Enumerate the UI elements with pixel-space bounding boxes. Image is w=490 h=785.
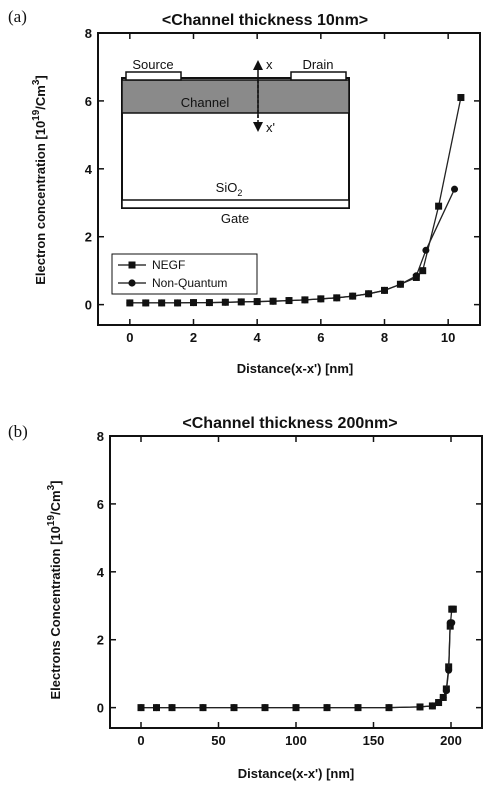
- panel-b-ytick-label: 0: [97, 701, 104, 716]
- panel-b-series-1-point: [445, 666, 453, 674]
- panel-a-series-1-point: [205, 299, 213, 307]
- channel-region: [121, 79, 350, 114]
- source-contact: [125, 71, 182, 81]
- gate-layer: [121, 199, 350, 209]
- panel-a-series-1-point: [237, 298, 245, 306]
- panel-b-ytick-label: 2: [97, 633, 104, 648]
- panel-b-label: (b): [8, 422, 28, 441]
- panel-a-series-1-point: [333, 294, 341, 302]
- panel-b-plot: 0 50 100 150 200 0 2 4 6 8: [97, 429, 483, 748]
- panel-b-title: <Channel thickness 200nm>: [182, 415, 397, 432]
- legend-box: [111, 253, 258, 295]
- xprime-arrow-label: x': [266, 120, 275, 135]
- panel-a-series-1-point: [365, 290, 373, 298]
- panel-a-plot: 0 2 4 6 8 10 0 2 4 6 8: [85, 26, 481, 345]
- panel-a-xtick-label: 6: [317, 330, 324, 345]
- panel-a-series-1-point: [412, 272, 420, 280]
- panel-a-ytick-label: 8: [85, 26, 92, 41]
- panel-a-ytick-label: 4: [85, 162, 93, 177]
- panel-a-series-1-point: [269, 297, 277, 305]
- panel-b-xlabel: Distance(x-x') [nm]: [238, 766, 355, 781]
- panel-a-series-1-point: [253, 298, 261, 306]
- panel-a-ytick-label: 2: [85, 230, 92, 245]
- panel-a-plot-frame: [97, 32, 481, 326]
- legend-label-nonquantum: Non-Quantum: [152, 276, 227, 290]
- legend-label-negf: NEGF: [152, 258, 185, 272]
- x-arrow-head: [253, 60, 263, 70]
- source-label: Source: [132, 57, 173, 72]
- panel-a-xtick-label: 2: [190, 330, 197, 345]
- panel-a-xlabel: Distance(x-x') [nm]: [237, 361, 354, 376]
- panel-a-series-0-point: [435, 202, 443, 210]
- xprime-arrow-head: [253, 122, 263, 132]
- panel-b-series-1-point: [323, 704, 331, 712]
- panel-a-series-1-point: [451, 185, 459, 193]
- panel-b-xtick-label: 150: [363, 733, 385, 748]
- panel-a-series-1-point: [142, 299, 150, 307]
- panel-b-series-1-point: [385, 704, 393, 712]
- panel-b-series-1-point: [168, 704, 176, 712]
- legend-marker-negf: [128, 261, 136, 269]
- panel-a-xtick-label: 8: [381, 330, 388, 345]
- panel-b-series-1-point: [199, 704, 207, 712]
- panel-b-series-1-point: [292, 704, 300, 712]
- panel-a-title: <Channel thickness 10nm>: [162, 12, 368, 29]
- oxide-label: SiO2: [216, 180, 243, 198]
- panel-a-series-0-point: [457, 94, 465, 102]
- panel-a-series-1-point: [422, 246, 430, 254]
- panel-b-ytick-label: 4: [97, 565, 105, 580]
- panel-a-series-1-point: [349, 292, 357, 300]
- panel-a-series-1-point: [126, 299, 134, 307]
- panel-a-ylabel: Electron concentration [1019/Cm3]: [31, 75, 48, 285]
- panel-a-series-1-point: [381, 286, 388, 294]
- panel-a-xtick-label: 4: [254, 330, 262, 345]
- panel-b-series-1-point: [230, 704, 238, 712]
- panel-a-xtick-label: 10: [441, 330, 455, 345]
- panel-a-label: (a): [8, 7, 27, 26]
- panel-a-ytick-label: 6: [85, 94, 92, 109]
- panel-b-ytick-label: 6: [97, 497, 104, 512]
- panel-b-xtick-label: 0: [137, 733, 144, 748]
- panel-b-series-1-point: [416, 703, 424, 711]
- panel-b-plot-frame: [109, 435, 483, 729]
- legend-marker-nonquantum: [128, 279, 136, 287]
- panel-b-series-1-point: [153, 704, 160, 712]
- channel-label: Channel: [181, 95, 230, 110]
- panel-b-series-0-point: [449, 605, 457, 613]
- panel-b-series-1-point: [428, 702, 436, 710]
- panel-a-series-1-point: [221, 298, 229, 306]
- panel-a-series-1-point: [190, 299, 197, 307]
- panel-a-series-1-point: [285, 297, 293, 305]
- panel-a-series-1-point: [158, 299, 166, 307]
- x-arrow-label: x: [266, 57, 273, 72]
- panel-b-xtick-label: 100: [285, 733, 307, 748]
- panel-b-series-1-point: [448, 619, 456, 627]
- panel-b-series-0-line: [141, 608, 454, 709]
- panel-b-xtick-label: 200: [440, 733, 462, 748]
- panel-a-xtick-label: 0: [126, 330, 133, 345]
- panel-a-series-1-point: [174, 299, 182, 307]
- panel-a-series-1-point: [396, 280, 404, 288]
- panel-a-series-1-point: [301, 296, 309, 304]
- panel-b-series-1-point: [439, 693, 447, 701]
- panel-b-ylabel: Electrons Concentration [1019/Cm3]: [46, 481, 63, 700]
- panel-a-series-1-point: [317, 295, 325, 303]
- panel-b-series-1-line: [141, 622, 452, 709]
- panel-b-series-1-point: [435, 699, 443, 707]
- panel-b-ytick-label: 8: [97, 429, 104, 444]
- panel-b-series-1-point: [137, 704, 145, 712]
- panel-b-series-1-point: [354, 704, 362, 712]
- drain-label: Drain: [302, 57, 333, 72]
- panel-a-legend: NEGF Non-Quantum: [111, 253, 258, 295]
- panel-a-ytick-label: 0: [85, 298, 92, 313]
- device-inset: Source Drain Channel x x' SiO2 Gate: [121, 57, 350, 226]
- drain-contact: [290, 71, 347, 81]
- panel-b-series-1-point: [261, 704, 269, 712]
- panel-a-series-0-point: [419, 267, 427, 275]
- panel-b-xtick-label: 50: [211, 733, 225, 748]
- gate-label: Gate: [221, 211, 249, 226]
- panel-b-series-1-point: [442, 687, 450, 695]
